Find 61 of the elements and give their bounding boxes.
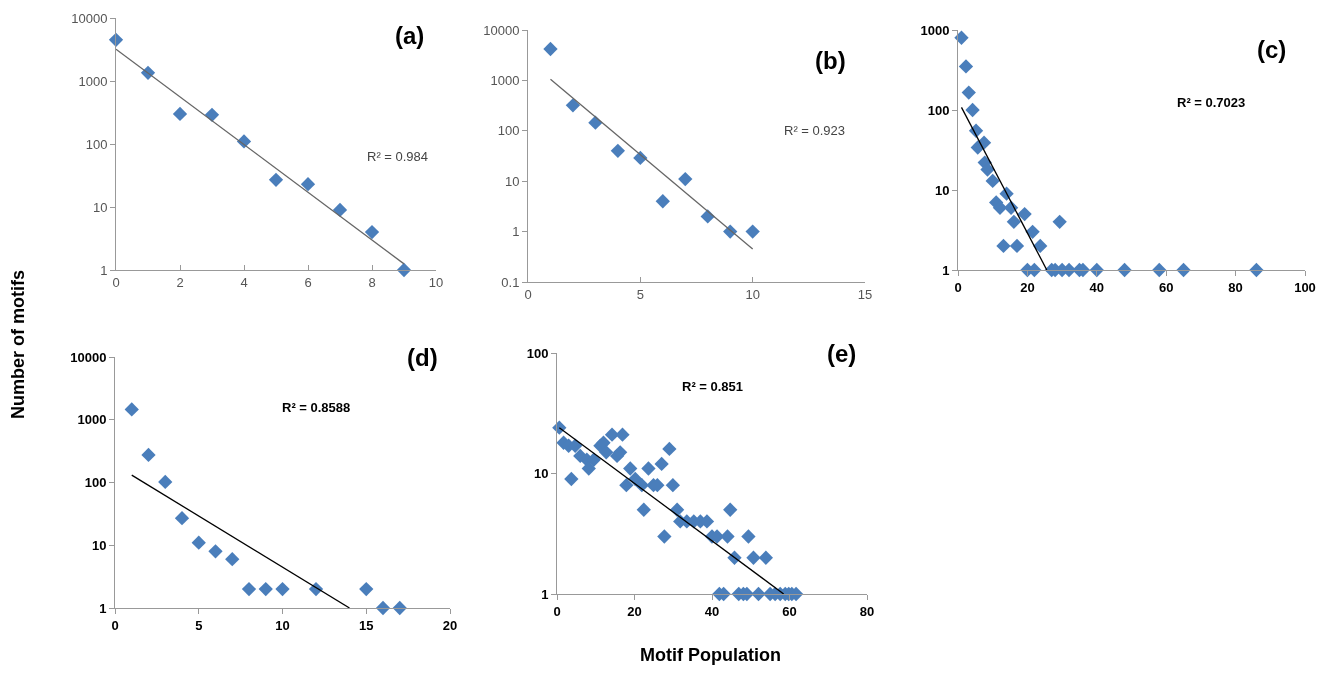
x-tick-label: 5 bbox=[636, 286, 644, 302]
x-tick-label: 10 bbox=[428, 274, 444, 290]
y-tick-label: 10 bbox=[92, 199, 108, 215]
x-tick-label: 40 bbox=[704, 603, 720, 619]
annotation: (e) bbox=[827, 340, 857, 367]
y-tick-label: 10 bbox=[934, 182, 950, 198]
y-tick-label: 1000 bbox=[490, 72, 520, 88]
y-tick-label: 1 bbox=[99, 600, 107, 616]
x-axis-title: Motif Population bbox=[640, 645, 781, 665]
y-tick-label: 100 bbox=[497, 123, 520, 139]
annotation: (a) bbox=[395, 22, 425, 49]
annotation: (c) bbox=[1257, 36, 1287, 63]
x-tick-label: 0 bbox=[524, 286, 532, 302]
annotation: R² = 0.851 bbox=[682, 379, 744, 394]
x-tick-label: 20 bbox=[1020, 279, 1035, 295]
x-tick-label: 20 bbox=[442, 617, 458, 633]
x-tick-label: 20 bbox=[627, 603, 642, 619]
y-tick-label: 1000 bbox=[77, 412, 107, 428]
y-tick-label: 10 bbox=[533, 466, 549, 482]
annotation: (b) bbox=[815, 47, 846, 74]
x-tick-label: 2 bbox=[176, 274, 184, 290]
x-tick-label: 60 bbox=[1158, 279, 1174, 295]
x-tick-label: 15 bbox=[857, 286, 873, 302]
y-tick-label: 100 bbox=[927, 102, 950, 118]
annotation: R² = 0.923 bbox=[784, 123, 846, 138]
x-tick-label: 0 bbox=[553, 603, 561, 619]
y-tick-label: 10 bbox=[91, 537, 107, 553]
x-tick-label: 10 bbox=[745, 286, 760, 302]
y-tick-label: 1000 bbox=[920, 22, 950, 38]
y-tick-label: 1 bbox=[512, 224, 520, 240]
x-tick-label: 6 bbox=[304, 274, 312, 290]
x-tick-label: 10 bbox=[275, 617, 290, 633]
y-tick-label: 100 bbox=[84, 475, 107, 491]
y-tick-label: 1 bbox=[100, 262, 108, 278]
annotation: (d) bbox=[407, 344, 438, 371]
x-tick-label: 40 bbox=[1089, 279, 1105, 295]
x-tick-label: 80 bbox=[1228, 279, 1243, 295]
y-tick-label: 1 bbox=[541, 586, 549, 602]
x-tick-label: 100 bbox=[1294, 279, 1316, 295]
x-tick-label: 80 bbox=[859, 603, 875, 619]
y-tick-label: 1000 bbox=[78, 73, 108, 89]
y-axis-title: Number of motifs bbox=[8, 269, 28, 419]
x-tick-label: 15 bbox=[359, 617, 374, 633]
y-tick-label: 1 bbox=[942, 262, 950, 278]
y-tick-label: 10000 bbox=[483, 22, 520, 38]
y-tick-label: 10 bbox=[504, 173, 520, 189]
x-tick-label: 5 bbox=[195, 617, 203, 633]
y-tick-label: 100 bbox=[526, 345, 549, 361]
x-tick-label: 60 bbox=[782, 603, 797, 619]
x-tick-label: 0 bbox=[954, 279, 962, 295]
y-tick-label: 10000 bbox=[71, 10, 108, 26]
x-tick-label: 4 bbox=[240, 274, 248, 290]
y-tick-label: 0.1 bbox=[501, 274, 520, 290]
annotation: R² = 0.7023 bbox=[1177, 95, 1246, 110]
annotation: R² = 0.8588 bbox=[282, 400, 351, 415]
x-tick-label: 0 bbox=[112, 274, 120, 290]
x-tick-label: 0 bbox=[111, 617, 119, 633]
annotation: R² = 0.984 bbox=[367, 149, 429, 164]
x-tick-label: 8 bbox=[368, 274, 376, 290]
y-tick-label: 10000 bbox=[70, 349, 107, 365]
y-tick-label: 100 bbox=[85, 136, 108, 152]
